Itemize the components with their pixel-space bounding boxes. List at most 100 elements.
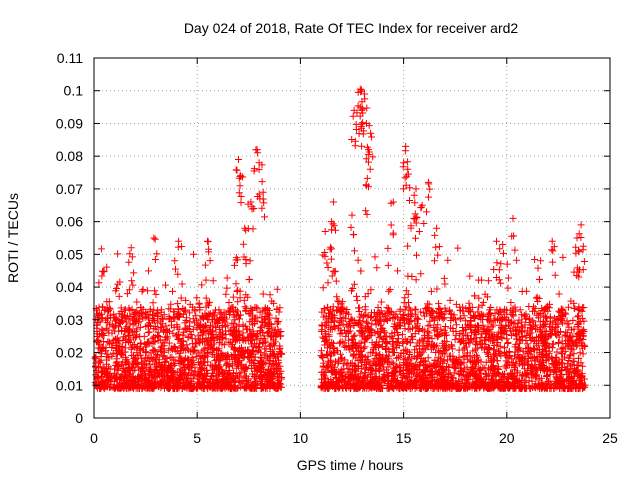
data-point — [250, 372, 258, 380]
data-point — [266, 320, 274, 328]
data-point — [190, 250, 197, 258]
data-point — [169, 345, 176, 353]
y-tick-label: 0.03 — [56, 312, 83, 328]
data-point — [228, 352, 236, 360]
data-point — [202, 303, 210, 311]
data-point — [412, 361, 420, 369]
data-point — [183, 341, 191, 349]
data-point — [177, 376, 184, 384]
data-point — [276, 350, 284, 358]
data-point — [256, 357, 264, 365]
data-point — [266, 291, 274, 299]
data-point — [188, 377, 196, 385]
data-point — [153, 351, 161, 358]
data-point — [268, 346, 276, 354]
data-point — [238, 360, 246, 368]
data-point — [260, 359, 268, 367]
data-point — [188, 354, 196, 362]
data-point — [159, 315, 167, 323]
data-point — [242, 304, 250, 312]
data-point — [185, 363, 193, 371]
data-point — [178, 280, 186, 288]
data-point — [166, 327, 173, 335]
data-point — [254, 331, 262, 339]
data-point — [219, 383, 227, 391]
data-point — [235, 312, 243, 320]
data-point — [187, 359, 195, 367]
y-tick-label: 0.01 — [56, 377, 83, 393]
data-point — [384, 261, 392, 269]
data-point — [184, 379, 192, 387]
data-point — [92, 362, 99, 370]
data-point — [251, 353, 259, 361]
data-point — [93, 374, 101, 382]
data-point — [97, 367, 105, 375]
data-point — [126, 369, 134, 377]
data-point — [177, 294, 185, 302]
data-point — [216, 328, 224, 336]
data-point — [232, 384, 240, 392]
data-point — [203, 366, 211, 374]
data-point — [113, 355, 121, 363]
data-point — [220, 313, 228, 321]
data-point — [225, 339, 233, 347]
data-point — [258, 380, 266, 388]
data-point — [147, 322, 154, 330]
data-point — [171, 315, 179, 323]
data-point — [228, 319, 236, 327]
data-point — [95, 344, 103, 352]
data-point — [555, 333, 563, 341]
data-point — [201, 344, 209, 352]
data-point — [129, 360, 137, 368]
x-tick-label: 15 — [396, 430, 412, 446]
data-point — [153, 373, 161, 381]
data-point — [354, 256, 362, 264]
data-point — [132, 332, 140, 340]
data-point — [237, 369, 245, 377]
data-point — [257, 354, 265, 362]
data-point — [192, 312, 200, 320]
data-point — [91, 378, 99, 386]
data-point — [263, 329, 271, 337]
data-point — [108, 321, 116, 329]
data-point — [215, 306, 223, 314]
data-point — [125, 371, 133, 379]
data-point — [193, 317, 201, 325]
data-point — [125, 258, 133, 266]
data-point — [124, 382, 132, 390]
data-point — [273, 306, 281, 313]
data-point — [275, 359, 283, 367]
data-point — [208, 373, 216, 381]
data-point — [98, 314, 106, 322]
data-point — [229, 340, 236, 348]
data-point — [204, 343, 212, 351]
x-axis-label: GPS time / hours — [297, 457, 404, 473]
data-point — [241, 365, 249, 373]
x-tick-label: 25 — [602, 430, 618, 446]
data-point — [204, 316, 212, 324]
data-point — [181, 383, 189, 391]
data-point — [114, 250, 122, 258]
data-point — [163, 367, 171, 375]
data-point — [162, 336, 170, 344]
data-point — [187, 331, 195, 339]
data-point — [128, 377, 136, 385]
data-point — [105, 354, 113, 362]
data-point — [218, 350, 226, 358]
data-point — [273, 320, 281, 328]
data-point — [206, 257, 214, 265]
data-point — [244, 293, 252, 301]
data-point — [126, 320, 134, 328]
data-point — [117, 373, 125, 381]
data-point — [227, 383, 235, 391]
data-point — [110, 310, 118, 318]
data-point — [100, 332, 108, 339]
data-point — [252, 364, 260, 372]
data-point — [122, 318, 130, 326]
data-point — [110, 336, 118, 344]
data-point — [117, 308, 125, 315]
data-point — [92, 371, 100, 379]
y-tick-label: 0.05 — [56, 246, 83, 262]
data-point — [240, 296, 248, 304]
